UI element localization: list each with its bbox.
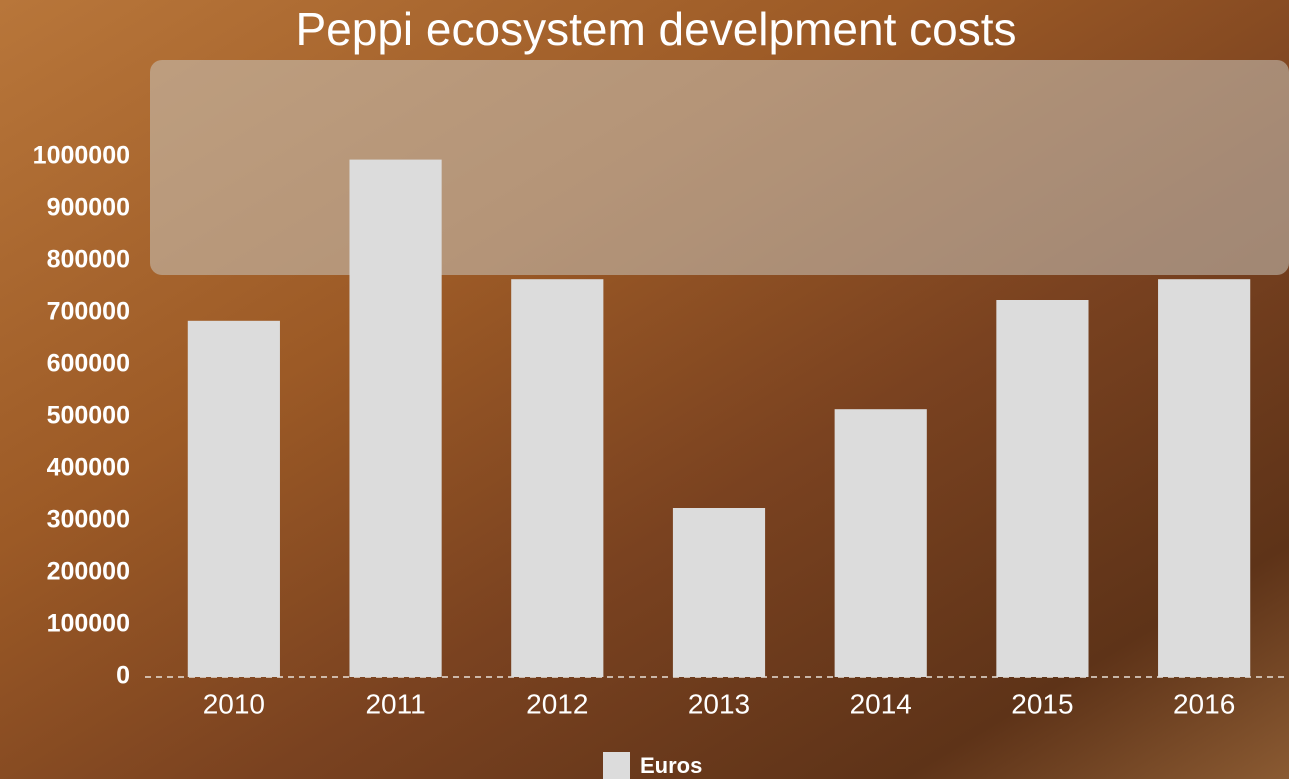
- bar: [511, 279, 604, 677]
- bar: [996, 300, 1089, 677]
- bar: [349, 159, 442, 678]
- x-tick-label: 2015: [1011, 688, 1073, 719]
- x-tick-label: 2014: [850, 688, 912, 719]
- y-tick-label: 600000: [47, 350, 130, 378]
- y-tick-label: 400000: [47, 454, 130, 482]
- y-tick-label: 800000: [47, 246, 130, 274]
- x-tick-label: 2013: [688, 688, 750, 719]
- legend-swatch: [603, 752, 630, 779]
- bar: [1158, 279, 1251, 677]
- bar: [672, 508, 766, 677]
- y-tick-label: 200000: [47, 558, 130, 586]
- bar: [187, 320, 280, 677]
- x-tick-label: 2010: [203, 688, 265, 719]
- y-tick-label: 700000: [47, 298, 130, 326]
- y-tick-label: 500000: [47, 402, 130, 430]
- chart-title: Peppi ecosystem develpment costs: [295, 3, 1016, 55]
- y-tick-label: 0: [116, 662, 130, 690]
- y-tick-label: 900000: [47, 194, 130, 222]
- bar: [834, 409, 927, 677]
- x-tick-label: 2016: [1173, 688, 1235, 719]
- x-tick-label: 2011: [365, 688, 425, 719]
- y-tick-label: 300000: [47, 506, 130, 534]
- legend-label: Euros: [640, 753, 702, 778]
- y-tick-label: 1000000: [33, 142, 130, 170]
- laptop-shape: [150, 60, 1289, 275]
- x-tick-label: 2012: [526, 688, 588, 719]
- y-tick-label: 100000: [47, 610, 130, 638]
